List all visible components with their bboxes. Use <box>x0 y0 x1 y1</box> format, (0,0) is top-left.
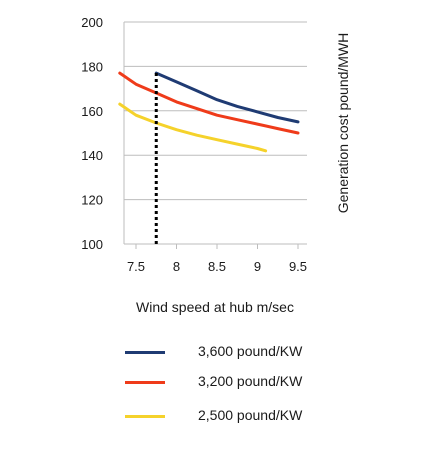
series-line <box>118 102 268 153</box>
y-tick-labels: 100 120 140 160 180 200 <box>81 15 103 252</box>
legend-item: 3,200 pound/KW <box>125 371 405 393</box>
y-tick-label: 180 <box>81 59 103 74</box>
legend-swatch <box>125 381 165 384</box>
x-tick-label: 7.5 <box>127 259 145 274</box>
legend-label: 3,200 pound/KW <box>198 373 303 389</box>
y-tick-label: 100 <box>81 237 103 252</box>
x-tick-label: 8.5 <box>208 259 226 274</box>
axes <box>123 22 307 249</box>
legend-swatch <box>125 415 165 418</box>
y-tick-label: 140 <box>81 148 103 163</box>
series-lines <box>118 71 300 153</box>
x-tick-label: 8 <box>173 259 180 274</box>
legend-label: 2,500 pound/KW <box>198 407 303 423</box>
legend-item: 3,600 pound/KW <box>125 341 405 363</box>
legend-swatch <box>125 351 165 354</box>
series-line <box>118 71 300 135</box>
y-tick-label: 200 <box>81 15 103 30</box>
x-tick-label: 9.5 <box>289 259 307 274</box>
series-line <box>154 71 300 124</box>
x-tick-label: 9 <box>254 259 261 274</box>
grid-lines <box>124 21 307 245</box>
x-tick-labels: 7.5 8 8.5 9 9.5 <box>127 259 307 274</box>
x-axis-label: Wind speed at hub m/sec <box>136 299 294 315</box>
legend-label: 3,600 pound/KW <box>198 343 303 359</box>
y-tick-label: 120 <box>81 193 103 208</box>
y-tick-label: 160 <box>81 104 103 119</box>
legend-item: 2,500 pound/KW <box>125 405 405 427</box>
y-axis-label: Generation cost pound/MWH <box>335 33 351 214</box>
